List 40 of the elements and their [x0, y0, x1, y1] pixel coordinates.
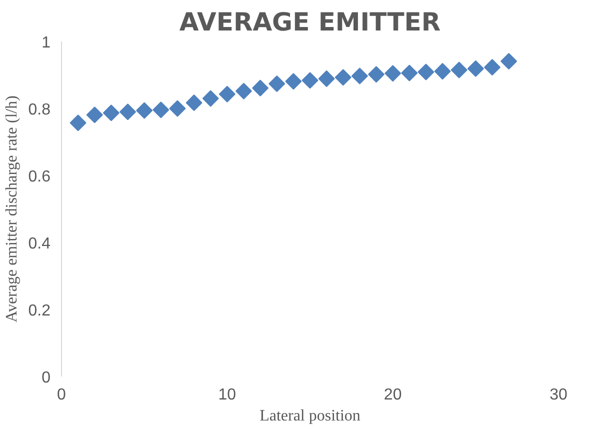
point — [351, 68, 368, 84]
point — [235, 82, 252, 100]
point — [202, 90, 219, 107]
point — [467, 60, 484, 77]
y-tick-label: 0.6 — [28, 168, 51, 186]
point — [218, 86, 236, 102]
point — [500, 52, 518, 70]
x-tick-label: 10 — [218, 386, 236, 404]
point — [252, 80, 269, 96]
point — [450, 62, 468, 78]
point — [401, 64, 418, 82]
chart-title: AVERAGE EMITTER — [179, 8, 441, 36]
point — [318, 70, 335, 87]
y-tick-label: 0.8 — [28, 102, 51, 118]
x-tick-label: 20 — [384, 386, 402, 404]
point — [302, 72, 318, 89]
point — [484, 59, 501, 76]
point — [418, 64, 434, 80]
point — [285, 73, 302, 90]
point — [136, 102, 153, 119]
point — [384, 65, 402, 82]
point — [152, 102, 170, 118]
point — [70, 114, 86, 132]
point — [86, 106, 103, 124]
x-axis-title: Lateral position — [260, 408, 360, 424]
point — [334, 69, 352, 86]
point — [169, 100, 186, 117]
x-tick-label: 30 — [550, 386, 568, 404]
point — [268, 75, 286, 92]
y-tick-label: 1 — [42, 34, 51, 52]
point — [434, 63, 451, 80]
point — [186, 94, 202, 112]
y-tick-label: 0 — [42, 370, 51, 386]
y-tick-label: 0.4 — [28, 236, 51, 252]
point — [119, 104, 136, 120]
y-axis-title: Average emitter discharge rate (l/h) — [3, 96, 20, 322]
x-tick-label: 0 — [57, 386, 66, 404]
point — [368, 66, 385, 83]
point — [102, 104, 120, 122]
y-tick-label: 0.2 — [28, 302, 51, 320]
